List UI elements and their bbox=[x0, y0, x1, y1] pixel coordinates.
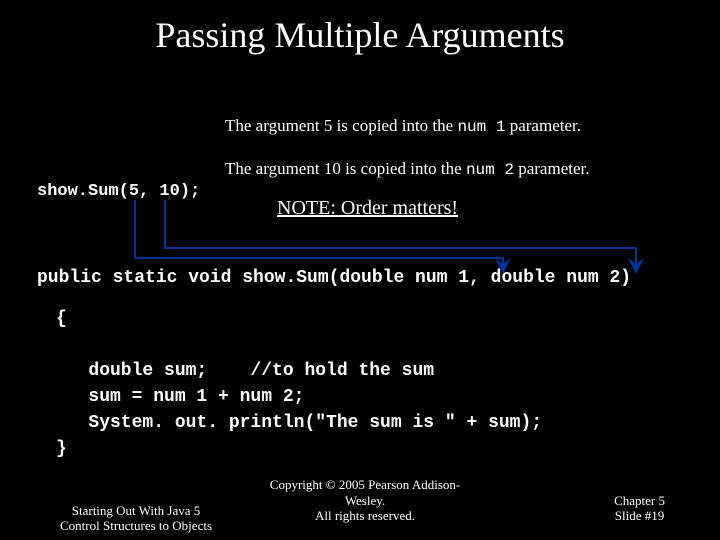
caption-arg5-post: parameter. bbox=[505, 116, 581, 135]
footer-book-line1: Starting Out With Java 5 bbox=[72, 503, 201, 518]
caption-arg5-code: num 1 bbox=[457, 118, 505, 136]
note-order-matters: NOTE: Order matters! bbox=[277, 197, 458, 220]
footer-chapter: Chapter 5 bbox=[614, 493, 665, 508]
code-method-body: { double sum; //to hold the sum sum = nu… bbox=[56, 306, 542, 463]
footer-slide-num: Slide #19 bbox=[615, 508, 664, 523]
footer-book-title: Starting Out With Java 5 Control Structu… bbox=[60, 503, 212, 534]
footer-copyright: Copyright © 2005 Pearson Addison-Wesley.… bbox=[250, 477, 480, 524]
caption-arg5-pre: The argument 5 is copied into the bbox=[225, 116, 457, 135]
footer-copyright-line1: Copyright © 2005 Pearson Addison-Wesley. bbox=[270, 477, 460, 508]
caption-arg10-code: num 2 bbox=[466, 161, 514, 179]
caption-arg10-pre: The argument 10 is copied into the bbox=[225, 159, 466, 178]
footer-copyright-line2: All rights reserved. bbox=[315, 508, 415, 523]
caption-arg10: The argument 10 is copied into the num 2… bbox=[225, 159, 589, 179]
code-method-signature: public static void show.Sum(double num 1… bbox=[37, 268, 631, 288]
footer-book-line2: Control Structures to Objects bbox=[60, 518, 212, 533]
code-method-call: show.Sum(5, 10); bbox=[37, 182, 200, 201]
footer-chapter-slide: Chapter 5 Slide #19 bbox=[614, 493, 665, 524]
slide-title: Passing Multiple Arguments bbox=[0, 0, 720, 56]
caption-arg10-post: parameter. bbox=[514, 159, 590, 178]
caption-arg5: The argument 5 is copied into the num 1 … bbox=[225, 116, 581, 136]
